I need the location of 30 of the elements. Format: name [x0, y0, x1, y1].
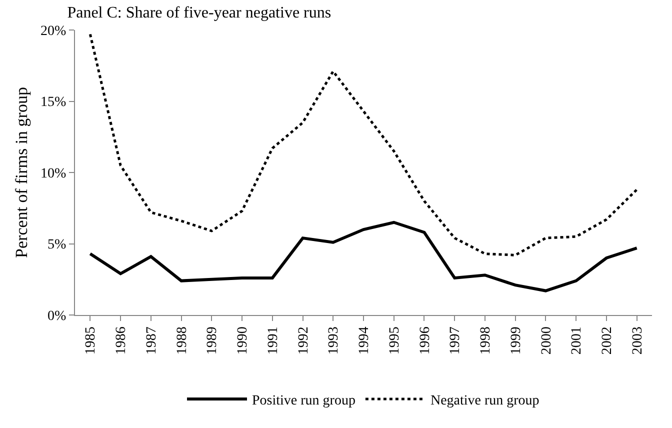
y-tick-label: 10%: [40, 166, 67, 182]
x-tick-label: 2000: [539, 326, 554, 355]
x-tick-label: 1990: [236, 326, 251, 355]
x-tick-label: 1997: [448, 326, 464, 355]
x-tick-label: 1989: [205, 326, 220, 355]
legend-label: Positive run group: [252, 393, 356, 408]
x-tick-label: 1994: [357, 326, 372, 355]
x-tick-label: 1998: [478, 326, 494, 355]
x-tick-label: 2001: [570, 326, 585, 355]
x-tick-label: 1993: [326, 326, 342, 355]
y-tick-label: 15%: [40, 95, 67, 110]
y-tick-label: 5%: [48, 238, 67, 253]
x-tick-label: 1988: [174, 326, 190, 355]
line-series: [88, 33, 638, 256]
y-tick-label: 20%: [40, 24, 67, 39]
x-tick-label: 1985: [84, 326, 99, 355]
x-tick-label: 1987: [144, 326, 160, 355]
chart-title: Panel C: Share of five-year negative runs: [67, 4, 332, 22]
x-tick-label: 1995: [387, 326, 402, 355]
legend-label: Negative run group: [430, 393, 540, 408]
x-tick-label: 2002: [600, 326, 615, 355]
line-series: [88, 220, 638, 292]
x-tick-label: 1991: [266, 326, 281, 355]
x-tick-label: 1992: [296, 326, 312, 355]
x-tick-label: 2003: [630, 326, 646, 355]
x-tick-label: 1996: [418, 326, 433, 355]
x-tick-label: 1986: [114, 326, 130, 355]
y-axis-title: Percent of firms in group: [12, 87, 32, 258]
y-tick-label: 0%: [48, 308, 67, 324]
x-tick-label: 1999: [508, 326, 524, 355]
